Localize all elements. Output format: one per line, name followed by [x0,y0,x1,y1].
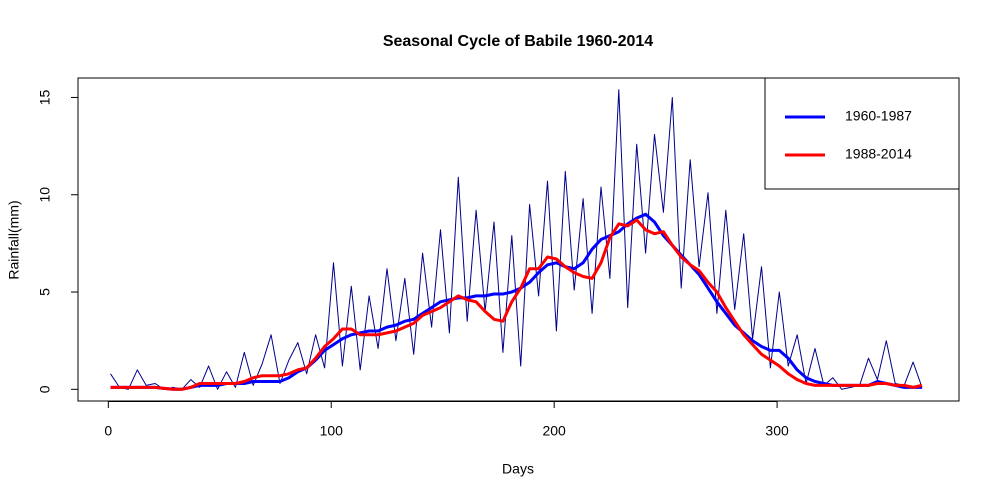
y-axis-label: Rainfall(mm) [6,200,22,279]
x-tick-label: 300 [765,423,789,439]
x-tick-label: 100 [320,423,344,439]
daily-line [110,89,923,390]
legend-label: 1960-1987 [845,108,912,124]
series-line [110,218,923,391]
chart-title: Seasonal Cycle of Babile 1960-2014 [383,33,653,50]
y-tick-label: 0 [37,385,53,393]
x-tick-label: 200 [542,423,566,439]
y-tick-label: 10 [37,187,53,203]
x-tick-label: 0 [104,423,112,439]
y-tick-label: 5 [37,288,53,296]
x-axis-label: Days [502,461,534,477]
legend-label: 1988-2014 [845,146,912,162]
series-line [110,212,922,391]
y-tick-label: 15 [37,89,53,105]
legend-box [764,77,960,190]
